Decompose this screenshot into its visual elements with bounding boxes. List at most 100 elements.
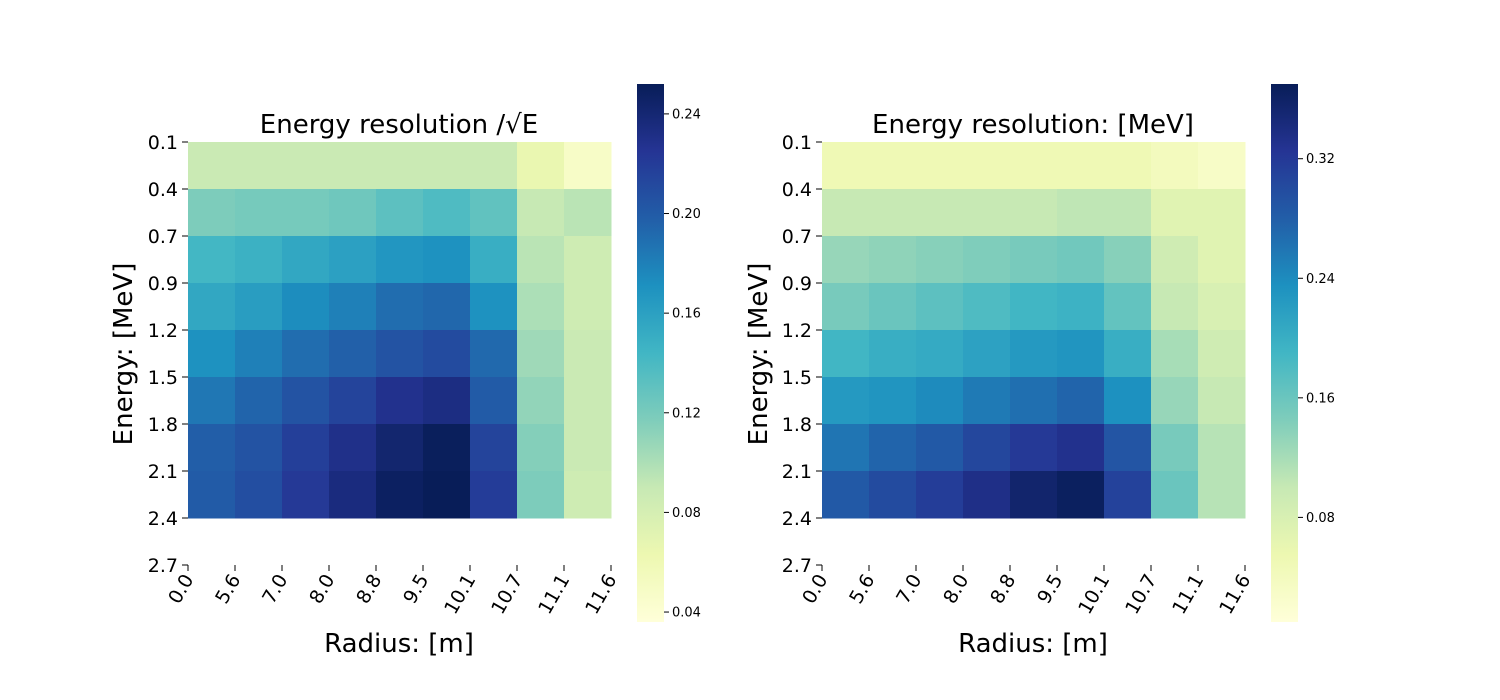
x-tick-label: 11.1	[1168, 571, 1208, 619]
heatmap-panel-left: Energy resolution /√E 0.1 0.4 0.7 0.9 1.2 1.5…	[109, 84, 701, 659]
heatmap-cell	[235, 283, 283, 331]
y-tick-label: 1.8	[148, 414, 178, 436]
y-tick-label: 0.7	[782, 226, 812, 248]
x-tick-label: 7.0	[892, 571, 926, 608]
heatmap-cell	[470, 142, 518, 190]
y-tick-label: 1.2	[148, 320, 178, 342]
heatmap-cell	[282, 377, 330, 425]
heatmap-cell	[423, 142, 471, 190]
heatmap-cell	[822, 189, 870, 237]
heatmap-cell	[188, 189, 236, 237]
heatmap-cell	[470, 283, 518, 331]
y-tick-label: 0.9	[782, 273, 812, 295]
colorbar-tick-label: 0.24	[672, 107, 701, 122]
heatmap-cell	[235, 424, 283, 472]
heatmap-cell	[1057, 142, 1105, 190]
heatmap-cell	[517, 283, 565, 331]
heatmap-cell	[1057, 471, 1105, 519]
heatmap-cell	[423, 330, 471, 378]
heatmap-cell	[1010, 424, 1058, 472]
heatmap-cell	[517, 330, 565, 378]
heatmap-cell	[916, 377, 964, 425]
x-tick-label: 8.0	[939, 571, 973, 608]
heatmap-cell	[822, 283, 870, 331]
heatmap-cell	[1151, 471, 1199, 519]
heatmap-cell	[869, 424, 917, 472]
heatmap-cell	[188, 236, 236, 284]
heatmap-cell	[1010, 330, 1058, 378]
heatmap-cell	[963, 189, 1011, 237]
heatmap-cell	[517, 471, 565, 519]
heatmap-cell	[1057, 424, 1105, 472]
x-axis: 0.0 5.6 7.0 8.0 8.8 9.5 10.1 10.7 11.1 11.6	[164, 565, 621, 618]
heatmap-cell	[1104, 471, 1152, 519]
x-tick-label: 10.7	[487, 571, 527, 619]
chart-title: Energy resolution: [MeV]	[872, 110, 1194, 140]
y-tick-label: 0.4	[782, 179, 812, 201]
heatmap-cell	[423, 471, 471, 519]
y-tick-label: 2.4	[148, 508, 178, 530]
heatmap-cell	[1198, 189, 1246, 237]
colorbar-tick-label: 0.04	[672, 606, 701, 621]
heatmap-cell	[1198, 236, 1246, 284]
heatmap-cell	[564, 471, 612, 519]
heatmap-cell	[329, 377, 377, 425]
heatmap-cell	[329, 424, 377, 472]
heatmap-cell	[1198, 377, 1246, 425]
x-axis: 0.0 5.6 7.0 8.0 8.8 9.5 10.1 10.7 11.1 11.6	[798, 565, 1255, 618]
heatmap-cell	[188, 471, 236, 519]
heatmap-cell	[1198, 330, 1246, 378]
heatmap-cell	[1057, 189, 1105, 237]
x-axis-label: Radius: [m]	[958, 629, 1108, 659]
heatmap-cell	[423, 424, 471, 472]
heatmap-cell	[869, 142, 917, 190]
heatmap-cell	[869, 236, 917, 284]
heatmap-cell	[329, 283, 377, 331]
x-tick-label: 7.0	[258, 571, 292, 608]
heatmap-cell	[963, 236, 1011, 284]
heatmap-cell	[916, 424, 964, 472]
x-axis-label: Radius: [m]	[324, 629, 474, 659]
heatmap-cell	[282, 330, 330, 378]
heatmap-cell	[282, 471, 330, 519]
heatmap-cell	[517, 142, 565, 190]
heatmap-cell	[517, 377, 565, 425]
y-tick-label: 0.4	[148, 179, 178, 201]
colorbar-tick-label: 0.32	[1306, 152, 1335, 167]
heatmap-cell	[1057, 283, 1105, 331]
heatmap-cell	[1104, 283, 1152, 331]
heatmap-cell	[329, 471, 377, 519]
x-tick-label: 9.5	[1033, 571, 1067, 608]
x-tick-label: 8.0	[305, 571, 339, 608]
colorbar: 0.04 0.08 0.12 0.16 0.20 0.24	[637, 84, 701, 622]
chart-title: Energy resolution /√E	[260, 110, 538, 140]
heatmap-cell	[1010, 142, 1058, 190]
heatmap-cell	[1010, 236, 1058, 284]
x-tick-label: 9.5	[399, 571, 433, 608]
colorbar-gradient	[637, 84, 664, 622]
colorbar-tick-label: 0.12	[672, 406, 701, 421]
heatmap-cell	[376, 236, 424, 284]
x-tick-label: 10.1	[440, 571, 480, 619]
y-tick-label: 2.4	[782, 508, 812, 530]
heatmap-cell	[963, 424, 1011, 472]
y-tick-label: 1.8	[782, 414, 812, 436]
x-tick-label: 11.1	[534, 571, 574, 619]
heatmap-cell	[517, 424, 565, 472]
heatmap-cell	[564, 424, 612, 472]
heatmap-cell	[822, 142, 870, 190]
y-tick-label: 1.5	[782, 367, 812, 389]
heatmap-cell	[916, 471, 964, 519]
heatmap-cell	[470, 377, 518, 425]
heatmap-cell	[963, 283, 1011, 331]
heatmap-cell	[916, 236, 964, 284]
heatmap-cell	[564, 236, 612, 284]
heatmap-cell	[235, 471, 283, 519]
heatmap-cell	[1104, 142, 1152, 190]
heatmap-cell	[235, 377, 283, 425]
x-tick-label: 11.6	[1215, 571, 1255, 619]
y-axis-label: Energy: [MeV]	[744, 263, 774, 446]
heatmap-cell	[376, 471, 424, 519]
heatmap-cell	[188, 283, 236, 331]
y-tick-label: 1.2	[782, 320, 812, 342]
